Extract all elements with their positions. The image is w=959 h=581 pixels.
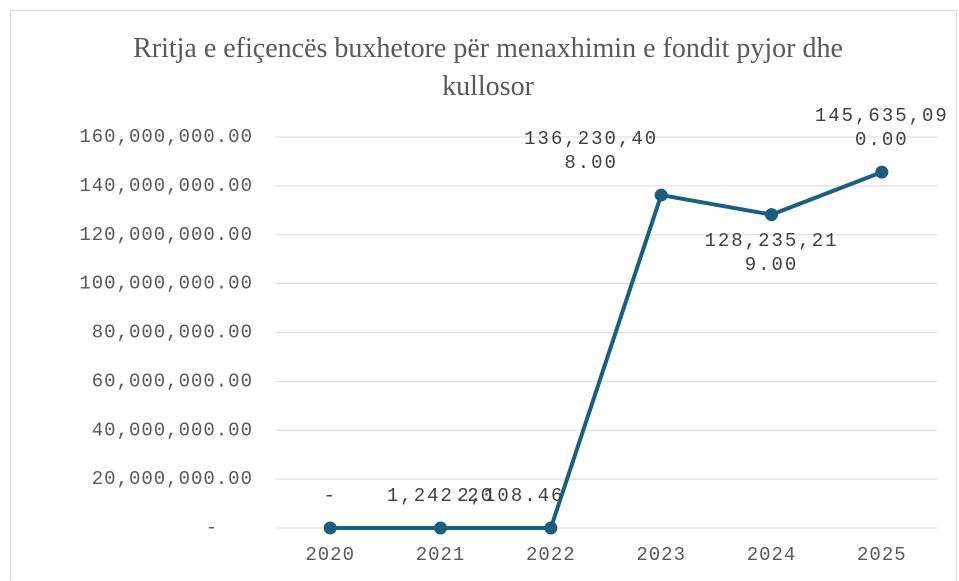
x-tick-label: 2024 xyxy=(747,544,797,566)
x-tick-label: 2021 xyxy=(416,544,466,566)
y-tick-label: 80,000,000.00 xyxy=(92,322,253,344)
value-label: 2,108.46 xyxy=(457,484,565,507)
point xyxy=(323,521,337,535)
y-tick-label: 140,000,000.00 xyxy=(79,175,253,197)
chart-title: Rritja e efiçencës buxhetore për menaxhi… xyxy=(133,33,843,102)
x-tick-label: 2023 xyxy=(636,544,686,566)
x-tick-label: 2025 xyxy=(857,544,907,566)
x-tick-label: 2022 xyxy=(526,544,576,566)
y-tick-label: 20,000,000.00 xyxy=(92,468,253,490)
chart-frame xyxy=(10,10,957,579)
x-tick-label: 2020 xyxy=(305,544,355,566)
point xyxy=(434,521,447,535)
point xyxy=(544,521,558,535)
y-tick-label: - xyxy=(206,517,218,539)
y-tick-label: 120,000,000.00 xyxy=(79,224,253,246)
y-tick-label: 100,000,000.00 xyxy=(79,273,253,295)
y-tick-label: 40,000,000.00 xyxy=(92,419,253,441)
value-label: 136,230,408.00 xyxy=(524,128,659,175)
value-label: - xyxy=(323,485,337,507)
point xyxy=(765,208,778,222)
value-label: 1,242.20 xyxy=(386,484,495,507)
point xyxy=(654,188,668,202)
y-tick-label: 60,000,000.00 xyxy=(92,370,253,392)
value-label: 128,235,219.00 xyxy=(704,229,839,276)
value-label: 145,635,090.00 xyxy=(814,105,949,152)
line xyxy=(330,170,883,530)
point xyxy=(875,165,889,179)
y-tick-label: 160,000,000.00 xyxy=(79,126,253,148)
